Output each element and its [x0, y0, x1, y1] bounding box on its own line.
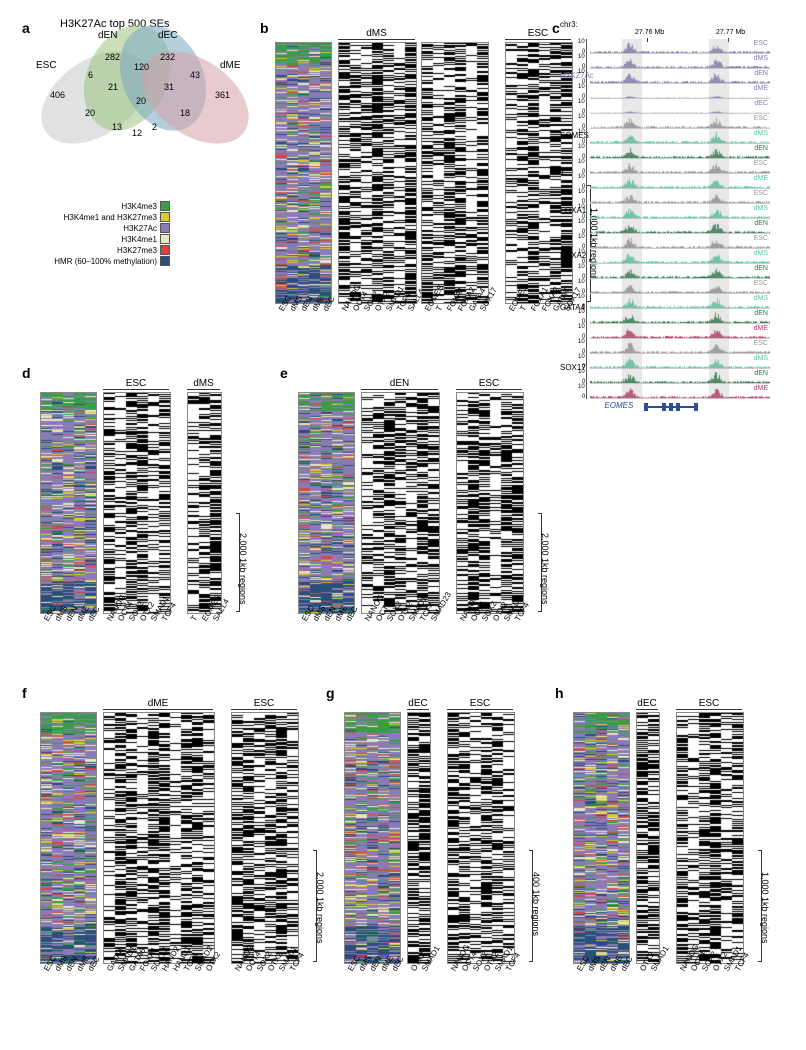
tick-label: 27.76 Mb: [635, 29, 664, 36]
panel-label-a: a: [22, 20, 30, 36]
legend-label: HMR (60–100% methylation): [54, 257, 157, 266]
group-header: dEC: [636, 698, 658, 710]
chromatin-legend: H3K4me3 H3K4me1 and H3K27me3 H3K27Ac H3K4me…: [20, 200, 170, 267]
group-header: dEN: [361, 378, 438, 390]
venn-label-esc: ESC: [36, 60, 57, 71]
panel-label-g: g: [326, 685, 335, 701]
legend-swatch: [160, 201, 170, 211]
venn-val: 120: [134, 62, 149, 72]
scale-label: 2,000 1kb regions: [238, 533, 248, 605]
venn-diagram: H3K27Ac top 500 SEs ESC dEN dEC dME 406 …: [40, 30, 240, 170]
heatmap-panel-d: ESCdMSdENdMEdECESCNANOGOCT4SOX2OTX2SMAD1…: [40, 380, 234, 650]
venn-val: 6: [88, 70, 93, 80]
scale-label: 400 1kb regions: [531, 872, 541, 936]
group-header: dME: [103, 698, 213, 710]
legend-swatch: [160, 245, 170, 255]
panel-label-h: h: [555, 685, 564, 701]
heatmap-panel-f: ESCdMSdENdMEdECdMEGATA4SMAD1GATA6FOXA1SO…: [40, 700, 311, 1000]
legend-swatch: [160, 256, 170, 266]
venn-val: 18: [180, 108, 190, 118]
x-label: T: [189, 614, 199, 623]
legend-label: H3K4me1 and H3K27me3: [64, 213, 157, 222]
group-header: ESC: [456, 378, 522, 390]
tick-label: 27.77 Mb: [716, 29, 745, 36]
scale-label: 1,000 1kb regions: [760, 872, 770, 944]
venn-label-dec: dEC: [158, 30, 177, 41]
venn-label-dme: dME: [220, 60, 241, 71]
track-group-label: T: [560, 168, 565, 177]
venn-label-den: dEN: [98, 30, 117, 41]
group-header: dEC: [407, 698, 429, 710]
scale-label: 2,000 1kb regions: [315, 872, 325, 944]
panel-label-c: c: [552, 20, 560, 36]
venn-val: 12: [132, 128, 142, 138]
group-header: dMS: [338, 28, 415, 40]
x-label: T: [518, 304, 528, 313]
heatmap-panel-g: ESCdMSdENdMEdECdECOTX2SMAD1ESCNANOGOCT4S…: [344, 700, 527, 1000]
venn-val: 31: [164, 82, 174, 92]
venn-val: 232: [160, 52, 175, 62]
venn-val: 361: [215, 90, 230, 100]
venn-val: 13: [112, 122, 122, 132]
venn-val: 21: [108, 82, 118, 92]
venn-val: 43: [190, 70, 200, 80]
group-header: ESC: [447, 698, 513, 710]
legend-swatch: [160, 234, 170, 244]
track-panel-c: chr3:27.76 Mb27.77 MbH3K27Ac100ESC100dMS…: [560, 20, 780, 413]
x-label: T: [434, 304, 444, 313]
venn-val: 20: [136, 96, 146, 106]
heatmap-panel-b: ESCdMSdENdMEdECdMSNANOGOCT4SOX2OTX2SMAD1…: [275, 30, 585, 340]
venn-val: 406: [50, 90, 65, 100]
venn-val: 282: [105, 52, 120, 62]
panel-label-b: b: [260, 20, 269, 36]
legend-label: H3K27me3: [117, 246, 157, 255]
group-header: dMS: [187, 378, 220, 390]
venn-val: 2: [152, 122, 157, 132]
legend-swatch: [160, 212, 170, 222]
panel-label-e: e: [280, 365, 288, 381]
group-header: ESC: [231, 698, 297, 710]
panel-label-f: f: [22, 685, 27, 701]
gene-label: EOMES: [604, 401, 633, 410]
panel-label-d: d: [22, 365, 31, 381]
track-group-label: H3K27Ac: [560, 71, 594, 80]
group-header: ESC: [676, 698, 742, 710]
legend-label: H3K4me1: [121, 235, 157, 244]
group-header: ESC: [103, 378, 169, 390]
heatmap-panel-e: ESCdMSdENdMEdECdENNANOGOCT4SOX2OTX2SMAD1…: [298, 380, 536, 650]
legend-label: H3K4me3: [121, 202, 157, 211]
chr-label: chr3:: [560, 20, 578, 29]
heatmap-panel-h: ESCdMSdENdMEdECdECOTX2SMAD1ESCNANOGOCT4S…: [573, 700, 756, 1000]
venn-val: 20: [85, 108, 95, 118]
scale-label: 2,000 1kb regions: [540, 533, 550, 605]
legend-label: H3K27Ac: [123, 224, 157, 233]
legend-swatch: [160, 223, 170, 233]
